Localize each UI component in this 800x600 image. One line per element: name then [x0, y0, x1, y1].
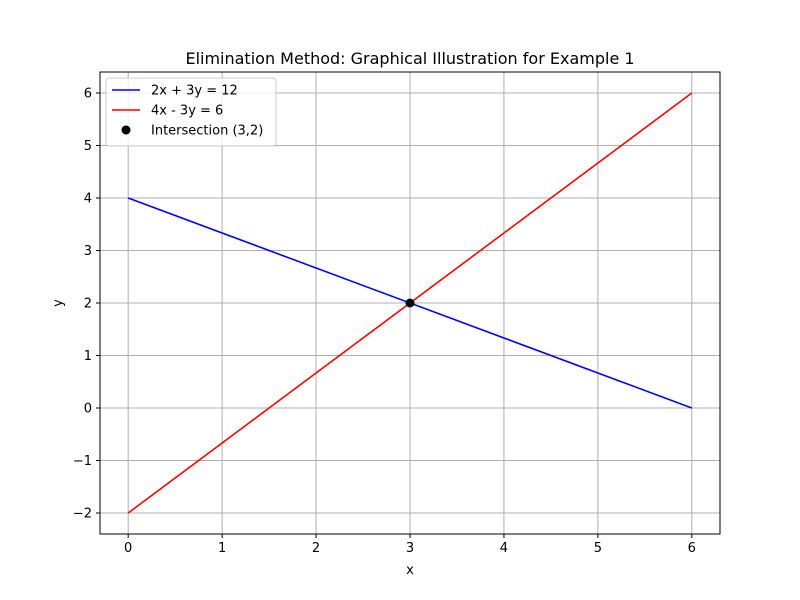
legend-box — [105, 77, 277, 147]
x-tick-label: 4 — [500, 541, 508, 556]
x-axis-label: x — [406, 563, 414, 578]
y-tick-label: 5 — [84, 139, 92, 154]
y-tick-label: 6 — [84, 87, 92, 102]
y-axis-label: y — [51, 299, 66, 307]
x-tick-label: 6 — [688, 541, 696, 556]
y-tick-label: −2 — [73, 507, 92, 522]
y-tick-label: 2 — [84, 297, 92, 312]
x-tick-label: 3 — [406, 541, 414, 556]
legend: 2x + 3y = 12 4x - 3y = 6 Intersection (3,2… — [105, 77, 277, 147]
plot-points — [405, 298, 415, 308]
legend-label-1: 2x + 3y = 12 — [151, 84, 238, 99]
legend-label-point: Intersection (3,2) — [151, 124, 263, 139]
legend-marker-point — [121, 125, 131, 135]
x-tick-label: 1 — [218, 541, 226, 556]
x-tick-label: 5 — [594, 541, 602, 556]
intersection-point — [405, 298, 415, 308]
y-tick-label: 1 — [84, 349, 92, 364]
x-tick-label: 0 — [124, 541, 132, 556]
y-tick-label: 3 — [84, 244, 92, 259]
y-tick-label: 4 — [84, 192, 92, 207]
legend-label-2: 4x - 3y = 6 — [151, 104, 223, 119]
y-tick-label: −1 — [73, 454, 92, 469]
chart-title: Elimination Method: Graphical Illustrati… — [185, 49, 634, 68]
axis-ticks: 0 1 2 3 4 5 6 −2 −1 0 1 2 3 4 5 6 — [73, 87, 696, 557]
x-tick-label: 2 — [312, 541, 320, 556]
grid — [100, 72, 720, 534]
y-tick-label: 0 — [84, 402, 92, 417]
